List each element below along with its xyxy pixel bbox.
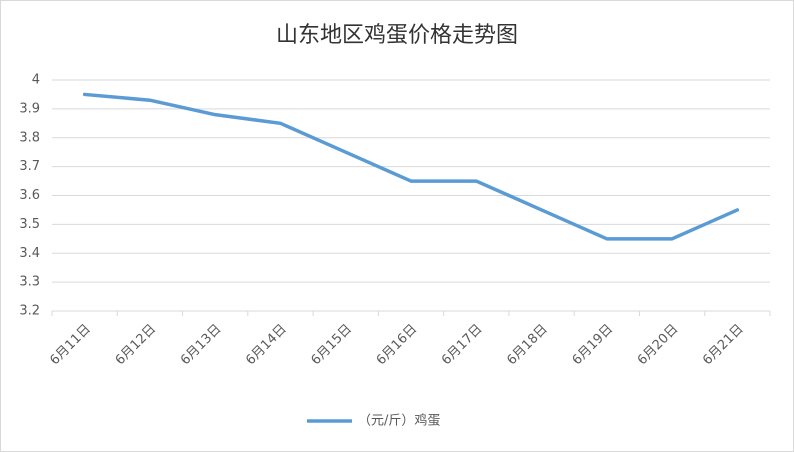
legend-label: （元/斤）鸡蛋 [358,413,440,429]
y-tick-label: 3.3 [19,275,40,290]
y-tick-label: 3.5 [19,217,40,232]
y-tick-label: 3.9 [19,101,40,116]
y-tick-label: 3.2 [19,304,40,319]
line [82,92,740,241]
y-tick-label: 4 [32,73,40,88]
y-tick-label: 3.4 [19,246,40,261]
y-tick-label: 3.7 [19,159,40,174]
chart-title: 山东地区鸡蛋价格走势图 [276,23,518,48]
y-tick-label: 3.8 [19,130,40,145]
y-tick-label: 3.6 [19,188,40,203]
